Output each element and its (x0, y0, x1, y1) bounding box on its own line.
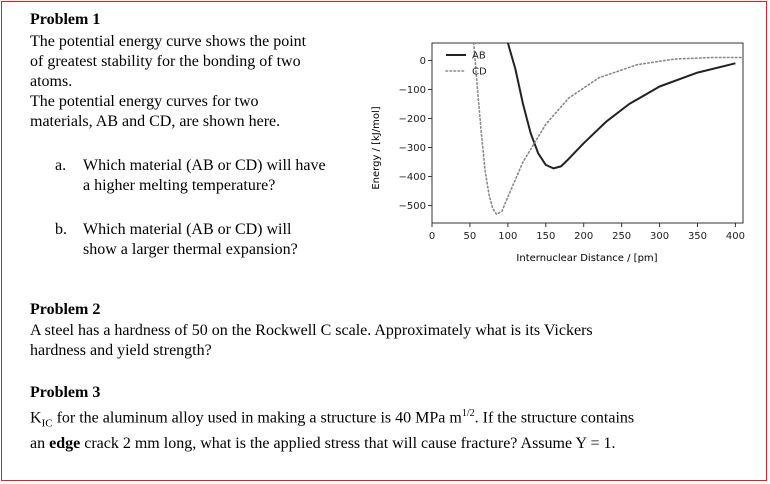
series-line-ab (506, 43, 736, 170)
question-b: Which material (AB or CD) will show a la… (83, 220, 373, 260)
x-tick-label: 0 (429, 231, 435, 242)
problem3-line-1-text: for the aluminum alloy used in making a … (52, 409, 462, 427)
x-tick-label: 200 (574, 231, 593, 242)
kic-symbol: K (30, 409, 42, 427)
problem3-heading: Problem 3 (30, 384, 101, 401)
y-tick-label: −500 (399, 201, 426, 212)
edge-emphasis: edge (49, 434, 81, 452)
problem1-line-2: of greatest stability for the bonding of… (30, 53, 301, 70)
y-tick-label: 0 (420, 56, 426, 67)
problem1-body: The potential energy curve shows the poi… (30, 32, 360, 132)
x-tick-label: 300 (650, 231, 669, 242)
plot-area: 0 50 100 150 200 250 300 350 400 0 −100 −200 −300 −40… (399, 42, 745, 242)
problem3-line-2: an edge crack 2 mm long, what is the app… (30, 434, 760, 454)
question-b-marker: b. (55, 221, 67, 238)
question-a-line-1: Which material (AB or CD) will have (83, 157, 326, 174)
series-line-cd (472, 43, 743, 216)
plot-frame (431, 42, 744, 224)
problem1-line-4: The potential energy curves for two (30, 93, 259, 110)
problem3-line-1-tail: . If the structure contains (474, 409, 635, 427)
x-tick-label: 100 (498, 231, 517, 242)
problem1-line-5: materials, AB and CD, are shown here. (30, 113, 281, 130)
problem3-line-2-text: crack 2 mm long, what is the applied str… (80, 434, 616, 452)
problem2-line-2: hardness and yield strength? (30, 342, 212, 359)
y-tick-label: −300 (399, 143, 426, 154)
problem2-heading: Problem 2 (30, 301, 101, 318)
problem1-heading: Problem 1 (30, 11, 101, 28)
problem3-line-1: KIC for the aluminum alloy used in makin… (30, 404, 760, 434)
question-b-line-2: show a larger thermal expansion? (83, 241, 298, 258)
kic-subscript: IC (41, 417, 53, 430)
y-axis-label: Energy / [kJ/mol] (371, 106, 382, 189)
legend-label-ab: AB (472, 51, 486, 62)
y-tick-label: −100 (399, 85, 426, 96)
problem1-line-1: The potential energy curve shows the poi… (30, 33, 307, 50)
problem2-line-1: A steel has a hardness of 50 on the Rock… (30, 322, 593, 339)
exponent: 1/2 (461, 408, 475, 419)
question-a: Which material (AB or CD) will have a hi… (83, 156, 373, 196)
y-tick-label: −200 (399, 114, 426, 125)
problem3-line-2-lead: an (30, 434, 50, 452)
legend-label-cd: CD (472, 67, 487, 78)
x-tick-label: 150 (536, 231, 555, 242)
potential-energy-chart: Energy / [kJ/mol] Internuclear Distance … (371, 42, 745, 264)
x-tick-label: 50 (464, 231, 477, 242)
problem3-body: KIC for the aluminum alloy used in makin… (30, 404, 760, 454)
x-axis-label: Internuclear Distance / [pm] (516, 253, 657, 264)
question-a-line-2: a higher melting temperature? (83, 177, 276, 194)
x-tick-label: 250 (612, 231, 631, 242)
problem1-line-3: atoms. (30, 73, 73, 90)
problem2-body: A steel has a hardness of 50 on the Rock… (30, 321, 750, 361)
question-a-marker: a. (55, 157, 67, 174)
x-tick-label: 400 (726, 231, 745, 242)
x-tick-label: 350 (688, 231, 707, 242)
y-tick-label: −400 (399, 172, 426, 183)
question-b-line-1: Which material (AB or CD) will (83, 221, 292, 238)
